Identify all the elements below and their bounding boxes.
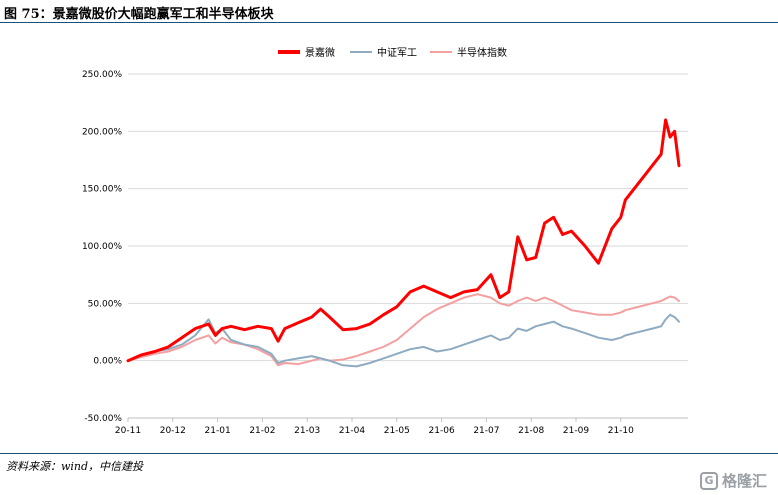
x-tick-label: 21-05	[384, 426, 410, 436]
x-tick-label: 21-07	[473, 426, 499, 436]
x-tick-label: 21-02	[249, 426, 275, 436]
series-line-1	[127, 313, 680, 368]
x-tick-label: 21-10	[608, 426, 634, 436]
x-axis: 20-11 20-12 21-01 21-02 21-03 21-04 21-05 21-06…	[115, 417, 688, 436]
y-tick-label: 0.00%	[93, 357, 122, 367]
x-tick-label: 21-04	[339, 426, 365, 436]
source-note: 资料来源：wind，中信建投	[6, 460, 144, 473]
x-tick-label: 21-01	[205, 426, 231, 436]
footer-divider	[0, 453, 778, 454]
y-tick-label: 250.00%	[82, 70, 122, 80]
legend-label: 半导体指数	[457, 46, 507, 59]
watermark-label: 格隆汇	[722, 472, 768, 490]
x-tick-label: 21-06	[429, 426, 455, 436]
y-tick-label: 150.00%	[82, 185, 122, 195]
g-logo-icon: G	[700, 471, 718, 490]
line-chart: 250.00% 200.00% 150.00% 100.00% 50.00% 0.00% -…	[82, 46, 688, 436]
x-tick-label: 21-03	[294, 426, 320, 436]
legend-label: 景嘉微	[305, 46, 335, 59]
y-tick-label: -50.00%	[84, 414, 122, 424]
y-tick-label: 200.00%	[82, 127, 122, 137]
y-tick-label: 100.00%	[82, 242, 122, 252]
watermark: G 格隆汇	[700, 470, 767, 491]
x-tick-label: 20-11	[115, 426, 141, 436]
y-tick-label: 50.00%	[88, 299, 123, 309]
x-tick-label: 20-12	[160, 426, 186, 436]
title-divider	[0, 22, 778, 23]
chart-legend: 景嘉微 中证军工 半导体指数	[278, 46, 507, 59]
page-title: 图 75：景嘉微股价大幅跑赢军工和半导体板块	[4, 7, 274, 22]
x-tick-label: 21-09	[563, 426, 589, 436]
x-tick-label: 21-08	[518, 426, 544, 436]
legend-label: 中证军工	[377, 46, 417, 59]
y-axis: 250.00% 200.00% 150.00% 100.00% 50.00% 0.00% -…	[82, 70, 122, 424]
chart-gridlines	[128, 73, 688, 419]
series-line-0	[126, 118, 681, 363]
series-line-2	[127, 293, 680, 367]
chart-series	[126, 118, 681, 368]
